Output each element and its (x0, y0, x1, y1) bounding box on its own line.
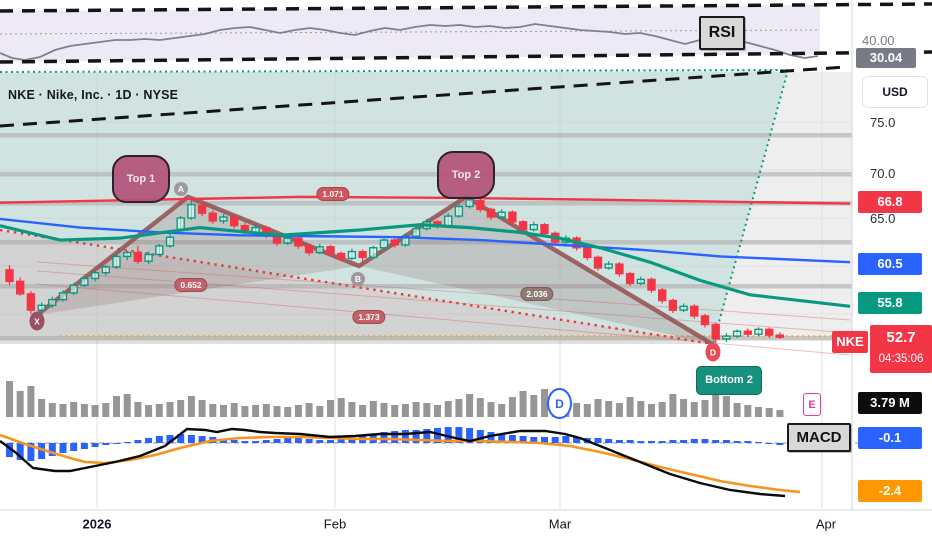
teal-ma-price-badge: 55.8 (858, 292, 922, 314)
red-ma-price-badge: 66.8 (858, 191, 922, 213)
macd-label-box[interactable]: MACD (787, 423, 851, 452)
last-price-value: 52.7 (886, 329, 916, 346)
price-label-75: 75.0 (870, 115, 896, 130)
macd-signal-badge: -2.4 (858, 480, 922, 502)
time-label-apr: Apr (815, 516, 837, 532)
rsi-scale-label: 40.00 (862, 33, 895, 48)
macd-hist-badge: -0.1 (858, 427, 922, 449)
dividend-marker[interactable]: D (547, 388, 572, 419)
currency-selector[interactable]: USD (862, 76, 928, 108)
time-label-2026: 2026 (82, 516, 112, 532)
price-label-70: 70.0 (870, 166, 896, 181)
earnings-marker[interactable]: E (803, 393, 821, 416)
ratio-label-2036[interactable]: 2.036 (520, 287, 554, 301)
time-label-mar: Mar (548, 516, 572, 532)
symbol-tag: NKE (832, 331, 868, 353)
pattern-point-d[interactable]: D (705, 342, 721, 362)
price-label-65: 65.0 (870, 211, 896, 226)
pattern-point-x[interactable]: X (29, 311, 45, 331)
volume-value-badge: 3.79 M (858, 392, 922, 414)
top1-annotation[interactable]: Top 1 (112, 155, 170, 203)
symbol-title[interactable]: NKE · Nike, Inc. · 1D · NYSE (8, 88, 179, 102)
price-axis[interactable]: 40.00 (852, 0, 932, 550)
last-price-badge: 52.7 04:35:06 (870, 325, 932, 373)
time-label-feb: Feb (323, 516, 347, 532)
rsi-label-box[interactable]: RSI (699, 16, 745, 50)
pattern-point-a[interactable]: A (174, 182, 188, 196)
blue-ma-price-badge: 60.5 (858, 253, 922, 275)
rsi-value-badge: 30.04 (856, 48, 916, 68)
ratio-label-0652[interactable]: 0.652 (174, 278, 208, 292)
time-axis[interactable]: 2026 Feb Mar Apr (0, 510, 932, 550)
session-countdown: 04:35:06 (878, 353, 924, 365)
ratio-label-1373[interactable]: 1.373 (352, 310, 386, 324)
top2-annotation[interactable]: Top 2 (437, 151, 495, 199)
bottom2-annotation[interactable]: Bottom 2 (696, 366, 762, 395)
pattern-point-b[interactable]: B (351, 272, 365, 286)
ratio-label-1071[interactable]: 1.071 (316, 187, 350, 201)
